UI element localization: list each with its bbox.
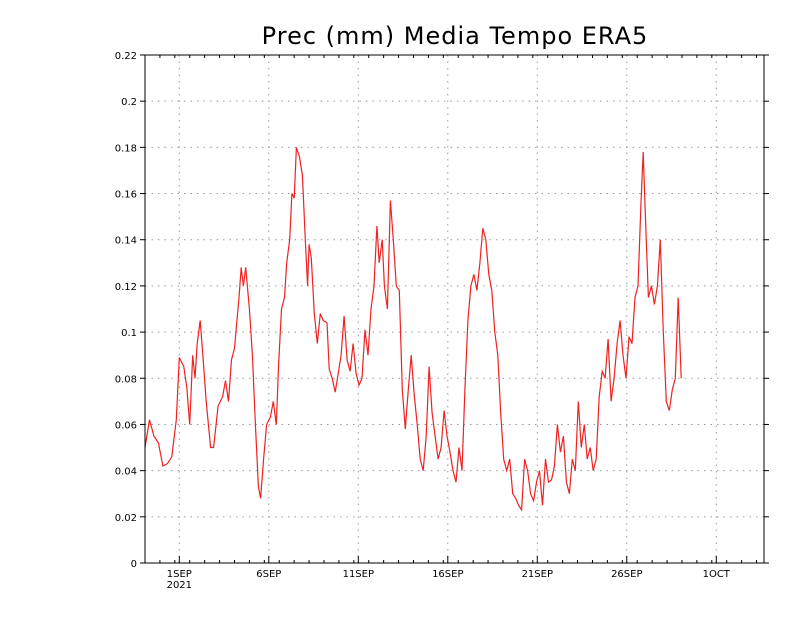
y-tick-label: 0.06 xyxy=(115,420,137,431)
y-tick-label: 0.12 xyxy=(115,282,137,293)
y-tick-label: 0 xyxy=(131,559,137,570)
x-tick-label: 16SEP xyxy=(432,569,463,580)
y-tick-label: 0.14 xyxy=(115,236,137,247)
series-line xyxy=(144,147,682,512)
y-tick-label: 0.02 xyxy=(115,513,137,524)
y-tick-label: 0.16 xyxy=(115,190,137,201)
x-tick-label: 11SEP xyxy=(343,569,374,580)
y-tick-label: 0.2 xyxy=(121,97,137,108)
x-tick-label: 1OCT xyxy=(703,569,731,580)
x-tick-label: 1SEP xyxy=(167,569,192,580)
chart-title: Prec (mm) Media Tempo ERA5 xyxy=(262,22,649,50)
x-tick-label: 21SEP xyxy=(522,569,553,580)
y-tick-label: 0.22 xyxy=(115,51,137,62)
x-tick-label: 26SEP xyxy=(611,569,642,580)
plot-frame xyxy=(144,54,765,564)
x-tick-label: 6SEP xyxy=(256,569,281,580)
grid xyxy=(145,55,764,563)
y-tick-label: 0.18 xyxy=(115,143,137,154)
y-tick-label: 0.08 xyxy=(115,374,137,385)
y-tick-label: 0.1 xyxy=(121,328,137,339)
x-tick-sublabel: 2021 xyxy=(167,580,192,591)
y-axis: 0 0.02 0.04 0.06 0.08 0.1 0.12 0.14 0.16 0.18 0.2 0… xyxy=(115,51,769,570)
y-tick-label: 0.04 xyxy=(115,467,137,478)
